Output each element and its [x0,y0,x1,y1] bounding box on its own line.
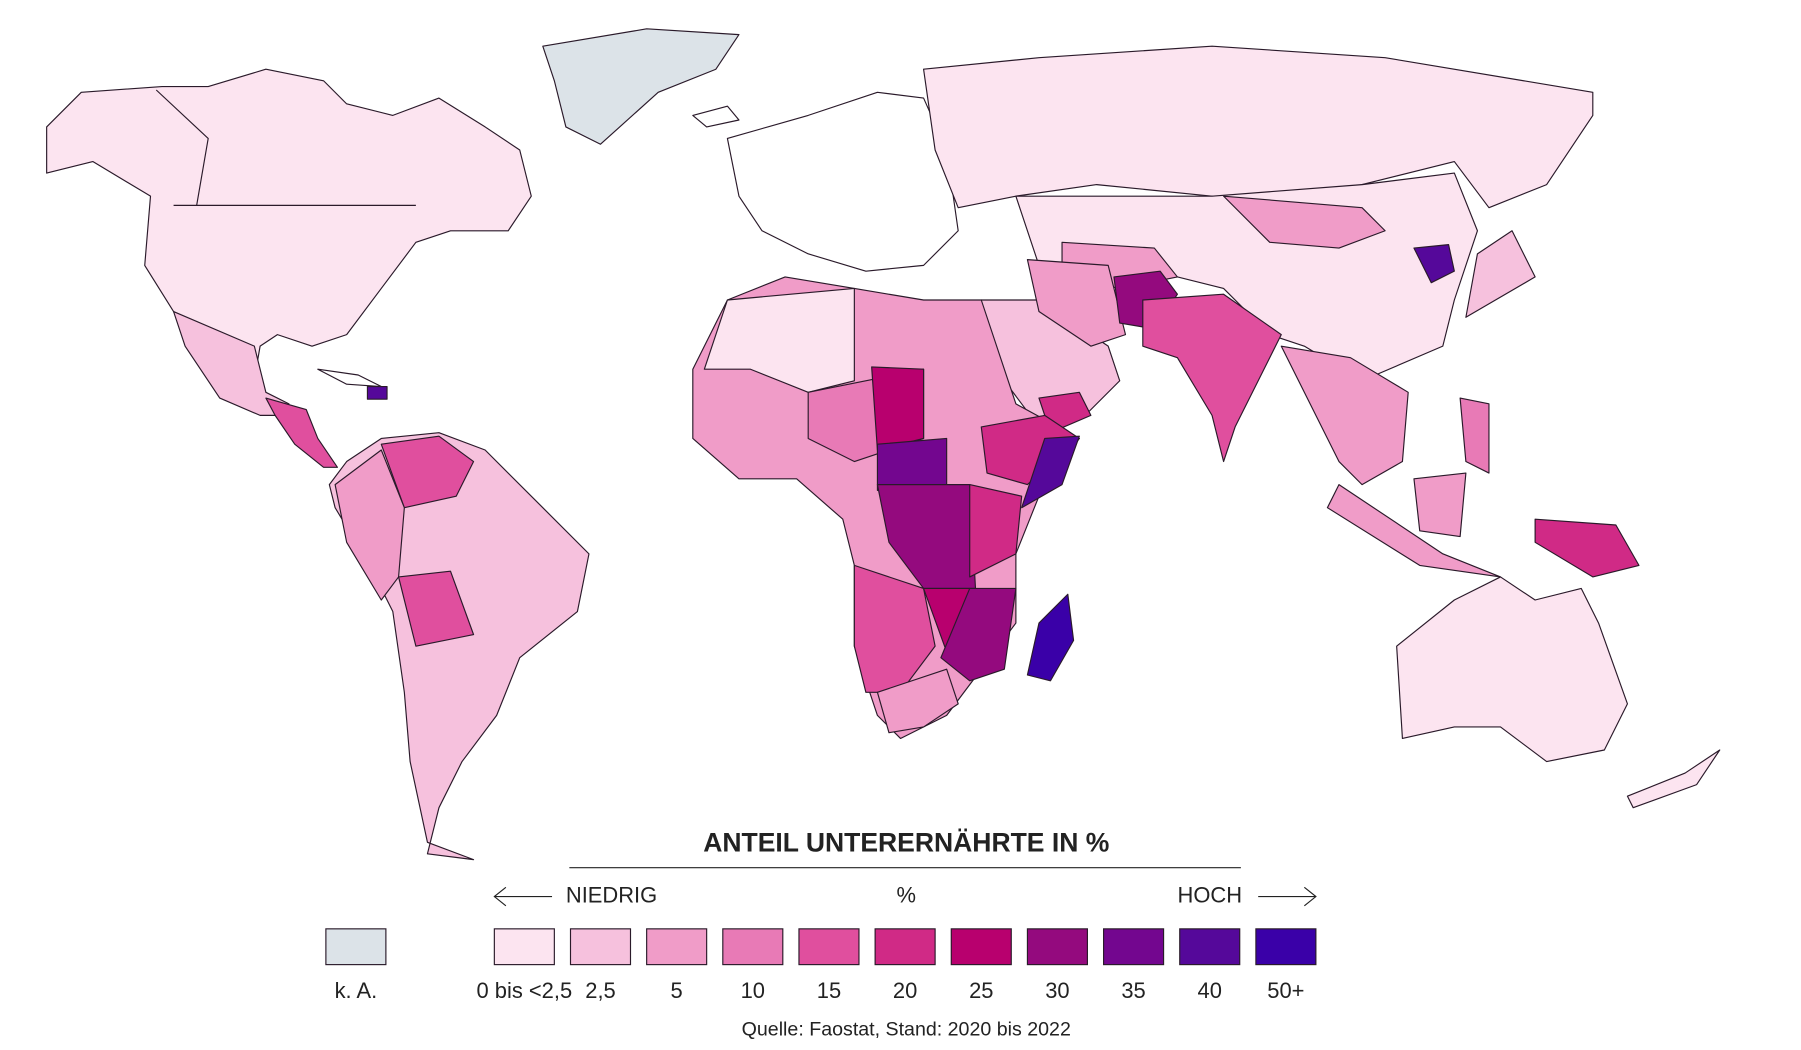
legend-label: 35 [1121,978,1145,1003]
legend-label: 20 [893,978,917,1003]
south-africa [876,668,959,734]
russia [922,45,1594,209]
unit-label: % [897,882,916,907]
legend-label: 25 [969,978,993,1003]
legend-label: 15 [817,978,841,1003]
somalia [1021,435,1080,509]
legend-label: 50+ [1267,978,1304,1003]
philippines [1459,397,1490,474]
central-america [265,397,338,468]
legend-swatch [1102,928,1165,966]
chad [871,366,925,451]
legend-label: 2,5 [585,978,615,1003]
legend-label: 30 [1045,978,1069,1003]
haiti [366,385,388,400]
iceland [692,105,740,128]
australia [1396,576,1628,763]
legend-swatch [493,928,555,966]
east-africa [969,484,1023,578]
low-arrow [493,886,553,907]
europe [726,91,959,272]
north-korea [1413,244,1455,284]
mozambique [940,587,1017,682]
legend-swatch [646,928,708,966]
legend-swatch [325,928,387,966]
high-arrow [1258,886,1317,907]
north-america [46,68,532,393]
legend-swatch [722,928,784,966]
legend-label: 0 bis <2,5 [477,978,573,1003]
papua-new-guinea [1534,518,1640,578]
legend-title: ANTEIL UNTERERNÄHRTE IN % [703,828,1109,858]
new-zealand [1626,749,1721,809]
legend-swatch [874,928,936,966]
bolivia [397,570,475,647]
japan [1465,230,1536,318]
central-african-republic [876,437,948,491]
legend-swatch [798,928,860,966]
india [1142,293,1282,463]
mongolia [1222,195,1386,249]
legend-label: 5 [671,978,683,1003]
border [155,89,209,206]
legend-label: k. A. [335,978,378,1003]
sumatra-java [1326,484,1502,578]
legend-label: 40 [1198,978,1222,1003]
greenland [542,28,740,145]
legend-swatch [1026,928,1088,966]
legend-label: 10 [741,978,765,1003]
world-map [46,28,1721,861]
southeast-asia [1280,345,1409,486]
source: Quelle: Faostat, Stand: 2020 bis 2022 [742,1019,1071,1041]
legend-swatch [950,928,1012,966]
legend-swatch [1179,928,1241,966]
high-label: HOCH [1178,882,1243,907]
madagascar [1026,593,1075,682]
iran [1026,259,1127,347]
cuba [317,368,382,388]
legend: k. A. 0 bis <2,5 2,5 5 10 15 20 25 30 35 40 50+ [325,928,1317,1003]
borneo [1413,472,1467,538]
legend-swatch [569,928,632,966]
low-label: NIEDRIG [566,882,657,907]
legend-swatch [1255,928,1317,966]
